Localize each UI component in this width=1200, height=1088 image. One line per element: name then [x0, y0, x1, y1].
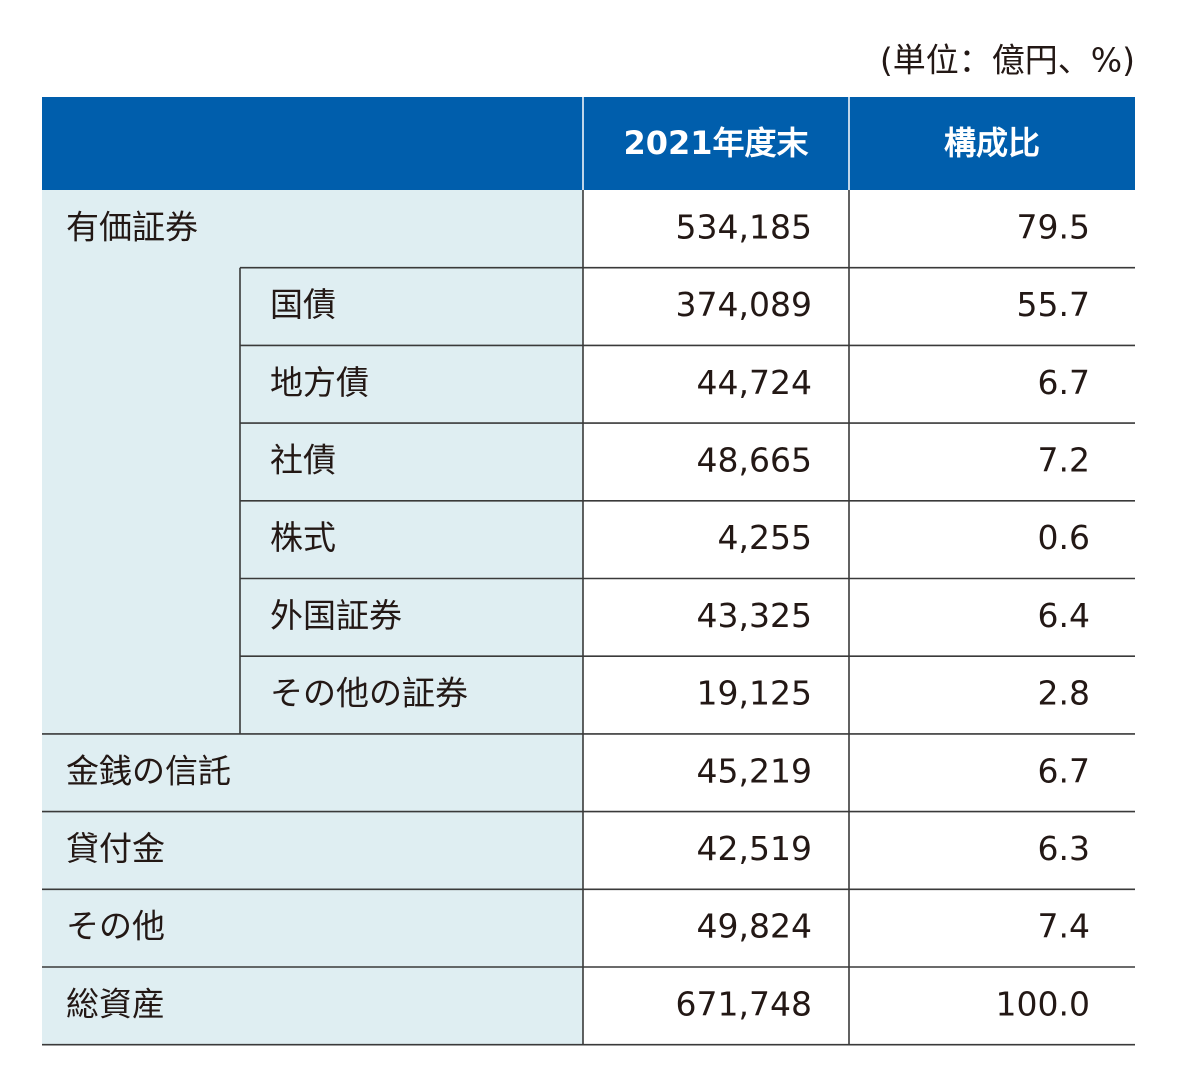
label-cell	[240, 500, 583, 579]
ratio-cell: 7.4	[1038, 907, 1090, 946]
row-label: 国債	[270, 285, 336, 324]
label-cell	[240, 345, 583, 424]
value-cell: 49,824	[697, 907, 812, 946]
ratio-cell: 6.7	[1038, 363, 1090, 402]
row-label: その他	[66, 907, 165, 946]
label-cell	[240, 656, 583, 734]
header-background	[42, 97, 1135, 190]
label-cell	[42, 190, 583, 268]
label-cell	[42, 967, 583, 1045]
value-cell: 4,255	[718, 518, 812, 557]
value-cell: 374,089	[676, 285, 812, 324]
label-cell	[240, 423, 583, 501]
ratio-cell: 100.0	[996, 984, 1090, 1023]
value-cell: 42,519	[697, 829, 812, 868]
ratio-cell: 6.7	[1038, 751, 1090, 790]
label-cell	[42, 811, 583, 890]
label-cell	[42, 733, 583, 812]
ratio-cell: 7.2	[1038, 440, 1090, 479]
value-cell: 45,219	[697, 751, 812, 790]
row-label: 株式	[270, 518, 336, 557]
ratio-cell: 79.5	[1017, 207, 1090, 246]
value-cell: 48,665	[697, 440, 812, 479]
value-cell: 671,748	[676, 984, 812, 1023]
ratio-cell: 55.7	[1017, 285, 1090, 324]
value-cell: 43,325	[697, 596, 812, 635]
value-cell: 19,125	[697, 674, 812, 713]
row-label: 外国証券	[270, 596, 402, 635]
ratio-cell: 2.8	[1038, 674, 1090, 713]
label-cell	[240, 267, 583, 346]
row-label: 貸付金	[66, 829, 165, 868]
column-header: 構成比	[944, 124, 1040, 162]
row-label: 社債	[270, 440, 336, 479]
label-cell	[42, 889, 583, 967]
value-cell: 44,724	[697, 363, 812, 402]
ratio-cell: 0.6	[1038, 518, 1090, 557]
ratio-cell: 6.3	[1038, 829, 1090, 868]
ratio-cell: 6.4	[1038, 596, 1090, 635]
value-cell: 534,185	[676, 207, 812, 246]
row-label: 有価証券	[66, 207, 198, 246]
column-header: 2021年度末	[623, 124, 808, 162]
label-cell	[240, 578, 583, 657]
row-label: 地方債	[270, 363, 369, 402]
unit-note: (単位：億円、%)	[880, 41, 1135, 80]
row-label: 金銭の信託	[66, 751, 231, 790]
row-label: その他の証券	[270, 674, 468, 713]
row-label: 総資産	[66, 984, 165, 1023]
